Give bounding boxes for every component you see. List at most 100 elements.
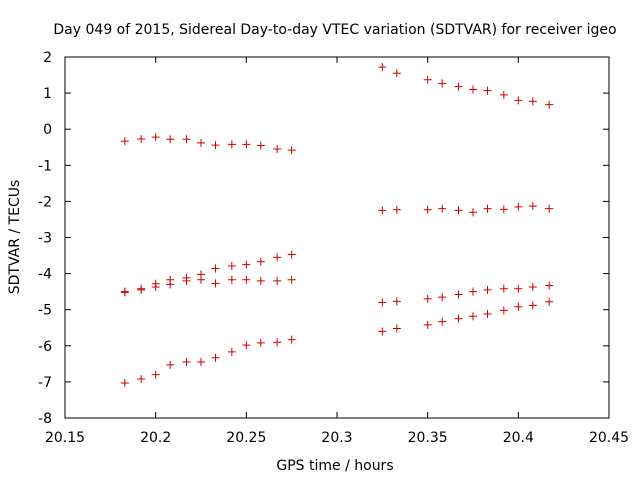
data-point [256,338,265,347]
data-point [392,297,401,306]
y-tick-label: -6 [38,339,52,355]
x-tick-label: 20.35 [408,430,448,446]
data-point [256,257,265,266]
data-point [137,285,146,294]
data-point [287,146,296,155]
data-point [499,205,508,214]
data-point [227,347,236,356]
data-point [483,86,492,95]
data-point [182,358,191,367]
series-late-flat [378,202,554,217]
data-point [197,138,205,147]
data-point [242,275,251,284]
data-point [392,324,401,333]
data-point [120,378,129,387]
data-point [242,341,251,350]
data-point [287,335,296,344]
y-tick-label: -7 [38,375,52,391]
y-tick-label: -3 [38,231,52,247]
data-point [378,63,387,72]
data-point [242,140,251,149]
data-point [545,281,554,290]
y-tick-label: -1 [38,158,52,174]
data-point [227,140,236,149]
data-point [166,360,175,369]
data-point [166,135,175,144]
data-point [423,294,432,303]
data-point [151,133,160,142]
data-point [211,264,220,273]
data-point [545,204,554,213]
data-point [545,297,554,306]
data-point [211,279,220,288]
data-point [211,141,220,150]
data-point [528,97,537,106]
data-point [378,206,387,215]
y-tick-label: -8 [38,411,52,427]
data-point [423,75,432,84]
data-point [120,137,129,146]
data-point [514,284,523,293]
data-point [499,90,508,99]
data-point [378,327,387,336]
data-point [151,370,160,379]
x-tick-label: 20.4 [503,430,534,446]
y-tick-label: -5 [38,303,52,319]
data-point [454,314,463,323]
data-point [469,208,477,217]
data-point [483,204,492,213]
data-point [469,287,477,296]
data-point [438,79,447,88]
data-point [378,298,387,307]
data-point [273,276,282,285]
data-point [137,134,146,143]
data-point [454,82,463,91]
data-point [469,85,477,94]
data-point [256,276,265,285]
data-point [273,338,282,347]
x-tick-label: 20.2 [140,430,171,446]
data-point [499,306,508,315]
data-point [423,205,432,214]
data-point [483,310,492,319]
x-tick-label: 20.45 [589,430,629,446]
y-tick-label: 1 [43,86,52,102]
data-point [182,135,191,144]
data-point [197,358,205,367]
data-point [438,204,447,213]
data-point [256,141,265,150]
data-point [514,96,523,105]
data-point [151,282,160,291]
data-point [545,100,554,109]
data-point [182,276,191,285]
data-point [211,353,220,362]
data-points [120,63,554,387]
y-axis-tick-labels: -8 -7 -6 -5 -4 -3 -2 -1 0 1 2 [38,50,52,427]
data-point [423,320,432,329]
data-point [469,312,477,321]
series-late-middle [378,281,554,307]
series-early-bottom [120,335,296,387]
chart-title: Day 049 of 2015, Sidereal Day-to-day VTE… [53,22,616,38]
data-point [454,290,463,299]
data-point [227,275,236,284]
data-point [528,301,537,310]
data-point [438,317,447,326]
x-tick-label: 20.25 [226,430,266,446]
data-point [273,145,282,154]
data-point [197,275,205,284]
y-tick-label: -2 [38,194,52,210]
data-point [483,285,492,294]
data-point [392,69,401,78]
data-point [273,253,282,262]
data-point [514,302,523,311]
y-tick-label: -4 [38,267,52,283]
data-point [392,205,401,214]
series-early-top [120,133,296,155]
data-point [514,202,523,211]
y-tick-label: 2 [43,50,52,66]
data-point [166,280,175,289]
data-point [227,262,236,271]
